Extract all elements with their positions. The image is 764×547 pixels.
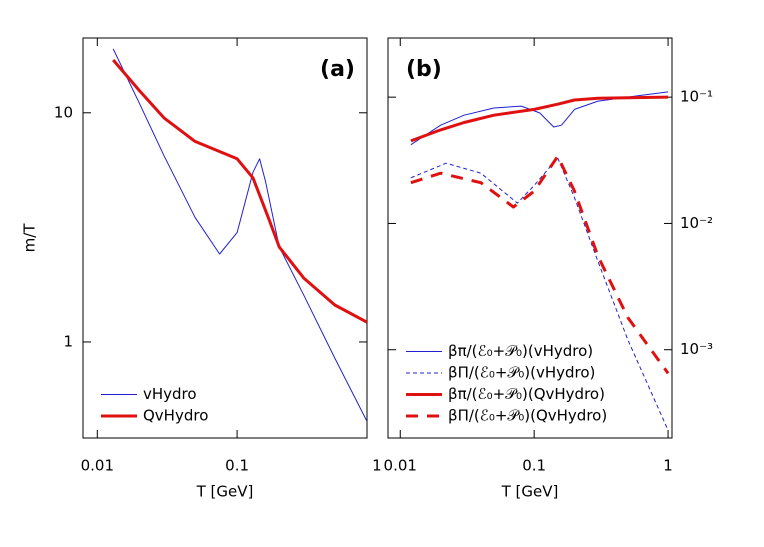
- x-axis-label: T [GeV]: [196, 483, 254, 501]
- legend-label: QvHydro: [143, 407, 208, 425]
- x-axis-label: T [GeV]: [501, 483, 559, 501]
- panel-label: (a): [320, 57, 355, 82]
- legend-label: βΠ/(ℰ₀+𝒫₀)(QvHydro): [448, 407, 607, 425]
- x-tick-label: 0.01: [384, 457, 417, 475]
- panel-b-frame: [387, 37, 673, 439]
- series-line: [112, 48, 367, 422]
- x-tick-label: 0.01: [81, 457, 114, 475]
- x-tick-label: 1: [663, 457, 673, 475]
- legend-label: βπ/(ℰ₀+𝒫₀)(QvHydro): [448, 385, 605, 403]
- series-line: [410, 154, 670, 375]
- legend-label: βΠ/(ℰ₀+𝒫₀)(vHydro): [448, 364, 595, 382]
- y-tick-label: 10⁻³: [680, 340, 713, 358]
- y-axis-label: m/T: [21, 223, 39, 253]
- legend-label: βπ/(ℰ₀+𝒫₀)(vHydro): [448, 342, 593, 360]
- y-tick-label: 10: [54, 103, 73, 121]
- panel-label: (b): [406, 57, 442, 82]
- legend-label: vHydro: [143, 385, 197, 403]
- x-tick-label: 0.1: [522, 457, 546, 475]
- panel-a-frame: [82, 37, 368, 439]
- y-tick-label: 1: [63, 332, 73, 350]
- y-tick-label: 10⁻¹: [680, 88, 713, 106]
- y-tick-label: 10⁻²: [680, 214, 713, 232]
- series-line: [410, 95, 669, 143]
- series-line: [112, 59, 367, 324]
- x-tick-label: 1: [372, 457, 382, 475]
- series-line: [410, 91, 669, 146]
- series-line: [410, 157, 669, 431]
- x-tick-label: 0.1: [225, 457, 249, 475]
